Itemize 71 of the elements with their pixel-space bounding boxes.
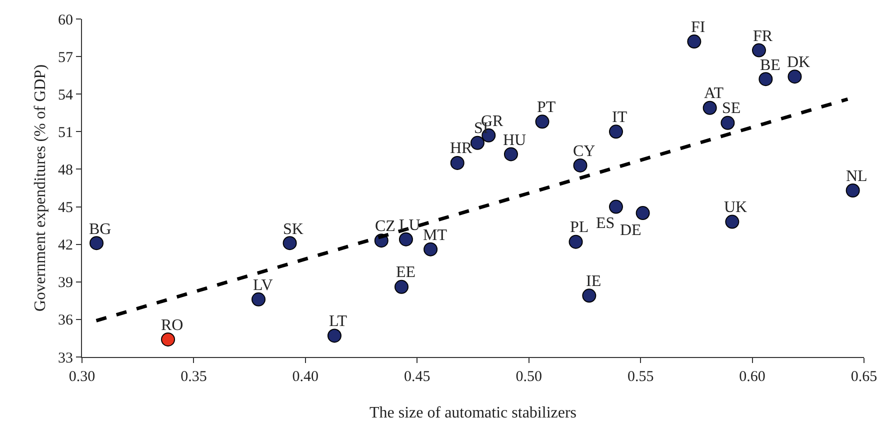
annotation: CZ (375, 218, 396, 235)
x-tick-label: 0.35 (180, 369, 207, 385)
annotation: BE (760, 57, 780, 74)
point (758, 72, 773, 86)
point (788, 70, 802, 84)
annotation: CY (573, 143, 596, 160)
annotation: SK (283, 221, 304, 238)
point (636, 206, 650, 220)
annotation: SE (722, 100, 741, 117)
annotation: ES (596, 215, 615, 232)
point (752, 43, 766, 58)
point (394, 280, 408, 294)
y-tick-label: 57 (58, 50, 74, 66)
x-tick-label: 0.45 (404, 369, 430, 385)
annotation: UK (724, 199, 748, 216)
annotation: BG (89, 221, 112, 238)
annotation: PL (570, 219, 589, 236)
annotation: NL (846, 168, 868, 185)
annotation: LT (329, 313, 348, 330)
annotation: DE (620, 222, 642, 239)
point (535, 114, 550, 129)
annotation: LU (399, 217, 421, 234)
y-tick-label: 45 (58, 200, 73, 216)
x-tick-label: 0.65 (850, 369, 878, 385)
point (252, 292, 266, 306)
x-tick-label: 0.55 (627, 369, 654, 385)
annotation: RO (161, 317, 184, 334)
point (398, 232, 413, 246)
annotation: EE (396, 264, 416, 281)
point (568, 234, 583, 249)
point (846, 184, 860, 198)
point (702, 100, 717, 115)
annotation: FR (753, 28, 773, 45)
point (424, 242, 438, 256)
point (504, 147, 518, 162)
y-tick-label: 36 (58, 312, 74, 329)
x-tick-label: 0.40 (292, 369, 319, 385)
point (327, 328, 342, 343)
point (573, 158, 588, 172)
annotation: AT (704, 85, 724, 102)
point (687, 34, 702, 49)
annotation: HR (450, 140, 473, 157)
x-tick-label: 0.50 (516, 369, 542, 385)
annotation: IT (612, 109, 628, 126)
y-tick-label: 39 (58, 275, 73, 292)
y-tick-label: 42 (58, 238, 73, 254)
y-tick-label: 60 (58, 12, 73, 28)
point (720, 116, 735, 130)
point (608, 200, 623, 214)
y-tick-label: 51 (58, 124, 73, 141)
annotation: LV (253, 277, 274, 294)
point (450, 156, 464, 170)
y-tick-label: 48 (58, 162, 73, 178)
point (90, 236, 104, 250)
x-axis-title: The size of automatic stabilizers (369, 404, 577, 422)
annotation: FI (691, 19, 706, 36)
point (161, 332, 176, 346)
annotation: IE (586, 273, 602, 290)
annotation: HU (503, 132, 527, 149)
x-tick-label: 0.30 (68, 369, 96, 385)
annotation: PT (537, 99, 556, 116)
point (725, 214, 740, 229)
annotation: DK (787, 54, 811, 71)
point (282, 236, 297, 250)
y-tick-label: 54 (58, 87, 74, 104)
point (582, 288, 596, 303)
annotation: MT (423, 227, 448, 244)
y-tick-label: 33 (58, 350, 73, 366)
y-axis-title: Government expenditures (% of GDP) (32, 64, 49, 312)
x-tick-label: 0.60 (739, 369, 766, 385)
point (608, 124, 623, 139)
